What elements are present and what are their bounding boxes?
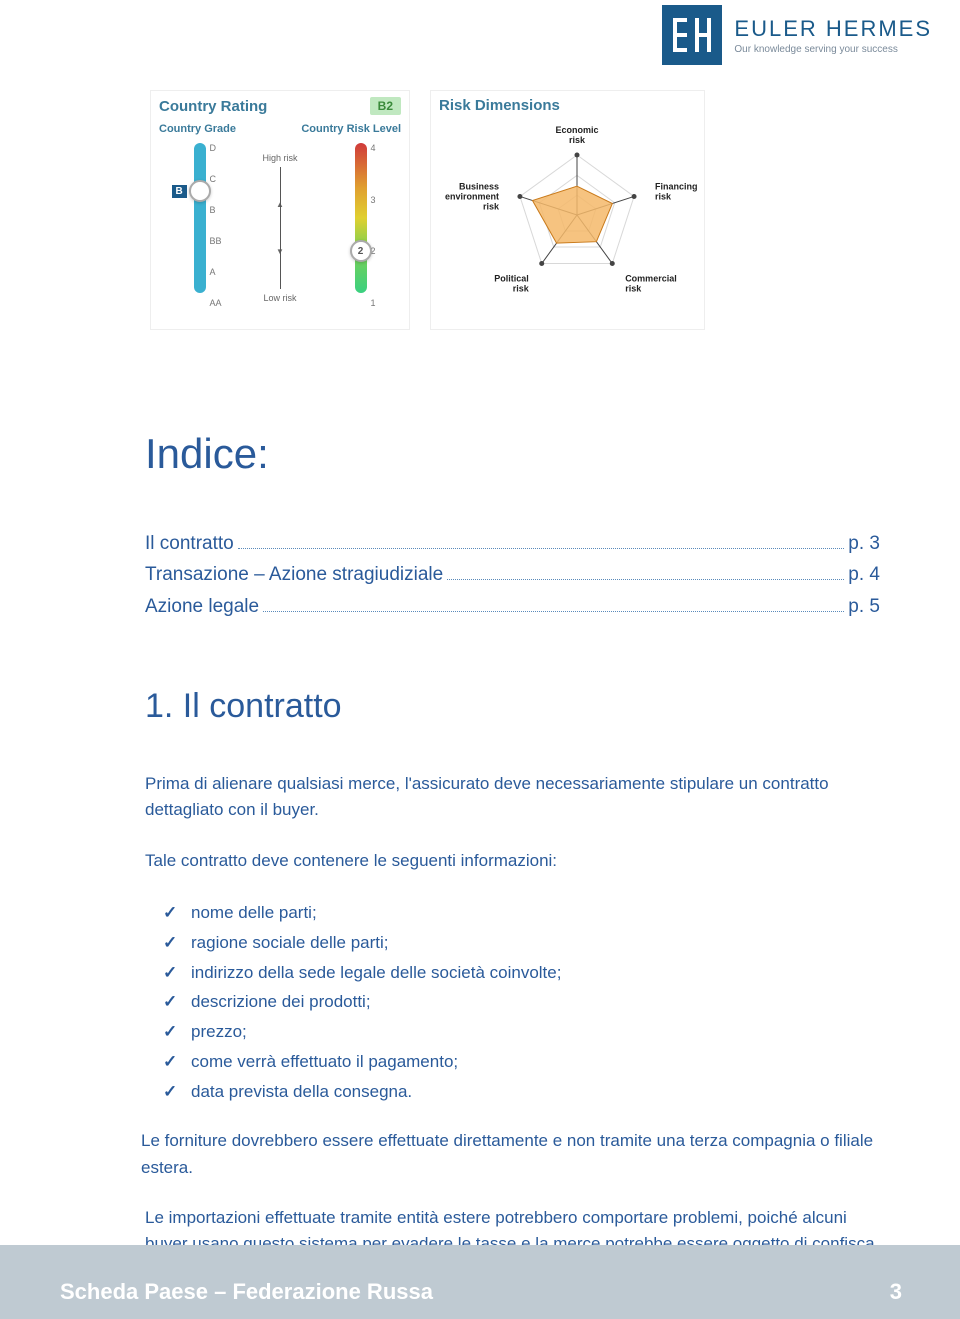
- grade-marker-flag: B: [172, 185, 187, 198]
- radar-axis-label: Financingrisk: [655, 182, 698, 202]
- high-risk-label: High risk: [262, 153, 297, 163]
- radar-axis-label: Economicrisk: [555, 125, 598, 145]
- grade-marker: [189, 180, 211, 202]
- list-item: descrizione dei prodotti;: [169, 987, 880, 1017]
- para-2: Tale contratto deve contenere le seguent…: [145, 848, 880, 874]
- para-1: Prima di alienare qualsiasi merce, l'ass…: [145, 771, 880, 824]
- risk-level-label: Country Risk Level: [301, 123, 401, 135]
- logo: EULER HERMES Our knowledge serving your …: [662, 5, 932, 65]
- low-risk-label: Low risk: [263, 293, 296, 303]
- radar-axis-label: Politicalrisk: [494, 273, 530, 293]
- toc-line: Transazione – Azione stragiudiziale p. 4: [145, 559, 880, 590]
- list-item: indirizzo della sede legale delle societ…: [169, 958, 880, 988]
- footer-title: Scheda Paese – Federazione Russa: [60, 1279, 433, 1305]
- toc-page: p. 4: [848, 559, 880, 590]
- list-item: come verrà effettuato il pagamento;: [169, 1047, 880, 1077]
- toc-dots: [238, 530, 845, 549]
- country-rating-panel: Country Rating B2 Country Grade Country …: [150, 90, 410, 330]
- list-item: prezzo;: [169, 1017, 880, 1047]
- risk-axis: High risk ▲ ▼ Low risk: [260, 153, 300, 303]
- content: Indice: Il contrattop. 3Transazione – Az…: [145, 430, 880, 1282]
- list-item: data prevista della consegna.: [169, 1077, 880, 1107]
- logo-tagline: Our knowledge serving your success: [734, 44, 932, 55]
- radar-chart: Economicrisk Financingrisk Commercialrisk P…: [439, 115, 714, 300]
- bullet-list: nome delle parti;ragione sociale delle p…: [169, 898, 880, 1106]
- grade-tick: C: [210, 174, 222, 184]
- grade-tick: A: [210, 267, 222, 277]
- grade-tick: D: [210, 143, 222, 153]
- grade-tick: B: [210, 205, 222, 215]
- risk-tick-labels: 4321: [371, 143, 376, 308]
- footer-page: 3: [890, 1279, 902, 1305]
- risk-tick: 3: [371, 195, 376, 205]
- toc-line: Il contratto p. 3: [145, 528, 880, 559]
- para-3: Le forniture dovrebbero essere effettuat…: [141, 1128, 880, 1181]
- toc: Il contrattop. 3Transazione – Azione str…: [145, 528, 880, 622]
- rating-badge: B2: [370, 97, 401, 115]
- toc-label: Il contratto: [145, 528, 234, 559]
- list-item: nome delle parti;: [169, 898, 880, 928]
- section-1-heading: 1. Il contratto: [145, 687, 880, 726]
- risk-tick: 1: [371, 298, 376, 308]
- risk-tick: 4: [371, 143, 376, 153]
- risk-scale: [355, 143, 367, 293]
- grade-label: Country Grade: [159, 123, 236, 135]
- list-item: ragione sociale delle parti;: [169, 928, 880, 958]
- toc-page: p. 5: [848, 591, 880, 622]
- grade-tick: AA: [210, 298, 222, 308]
- toc-dots: [447, 561, 844, 580]
- toc-label: Transazione – Azione stragiudiziale: [145, 559, 443, 590]
- grade-tick-labels: DCBBBAAA: [210, 143, 222, 308]
- radar-axis-label: Commercialrisk: [625, 273, 677, 293]
- rating-title: Country Rating: [159, 98, 267, 115]
- grade-scale: [194, 143, 206, 293]
- dimensions-title: Risk Dimensions: [439, 97, 560, 114]
- radar-axis-label: Businessenvironmentrisk: [445, 182, 500, 212]
- toc-line: Azione legale p. 5: [145, 591, 880, 622]
- logo-text: EULER HERMES: [734, 16, 932, 42]
- logo-glyph: [662, 5, 722, 65]
- risk-marker: 2: [350, 240, 372, 262]
- risk-dimensions-panel: Risk Dimensions Economicrisk Financingris…: [430, 90, 705, 330]
- grade-tick: BB: [210, 236, 222, 246]
- toc-dots: [263, 593, 844, 612]
- toc-page: p. 3: [848, 528, 880, 559]
- footer: Scheda Paese – Federazione Russa 3: [0, 1245, 960, 1319]
- charts-row: Country Rating B2 Country Grade Country …: [150, 90, 710, 330]
- toc-label: Azione legale: [145, 591, 259, 622]
- indice-heading: Indice:: [145, 430, 880, 478]
